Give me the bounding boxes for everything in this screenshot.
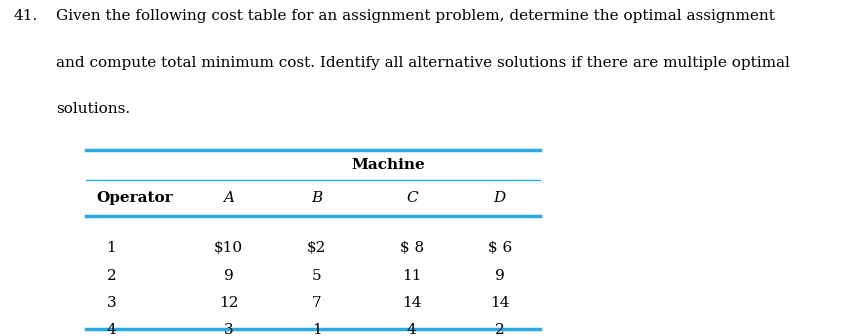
- Point: [535, 178, 545, 182]
- Text: 14: 14: [490, 296, 509, 310]
- Text: Machine: Machine: [351, 158, 425, 172]
- Point: [535, 149, 545, 153]
- Text: 1: 1: [106, 241, 116, 255]
- Text: 4: 4: [106, 323, 116, 336]
- Text: 5: 5: [312, 269, 321, 283]
- Text: $ 6: $ 6: [488, 241, 512, 255]
- Text: 9: 9: [223, 269, 234, 283]
- Text: 2: 2: [495, 323, 505, 336]
- Text: $2: $2: [307, 241, 326, 255]
- Text: 41.: 41.: [14, 9, 39, 23]
- Text: 3: 3: [106, 296, 116, 310]
- Text: 3: 3: [223, 323, 234, 336]
- Text: C: C: [406, 191, 418, 205]
- Text: 9: 9: [495, 269, 505, 283]
- Point: [80, 214, 91, 218]
- Point: [80, 149, 91, 153]
- Text: 2: 2: [106, 269, 116, 283]
- Point: [80, 327, 91, 331]
- Text: $10: $10: [214, 241, 243, 255]
- Text: 4: 4: [407, 323, 417, 336]
- Text: $ 8: $ 8: [400, 241, 424, 255]
- Text: D: D: [494, 191, 506, 205]
- Point: [535, 214, 545, 218]
- Text: Given the following cost table for an assignment problem, determine the optimal : Given the following cost table for an as…: [56, 9, 776, 23]
- Text: B: B: [311, 191, 322, 205]
- Text: 12: 12: [219, 296, 238, 310]
- Point: [535, 327, 545, 331]
- Text: 14: 14: [402, 296, 422, 310]
- Text: 11: 11: [402, 269, 422, 283]
- Text: A: A: [223, 191, 235, 205]
- Text: Operator: Operator: [97, 191, 173, 205]
- Text: solutions.: solutions.: [56, 102, 130, 116]
- Point: [80, 178, 91, 182]
- Text: and compute total minimum cost. Identify all alternative solutions if there are : and compute total minimum cost. Identify…: [56, 56, 790, 70]
- Text: 7: 7: [312, 296, 321, 310]
- Text: 1: 1: [312, 323, 322, 336]
